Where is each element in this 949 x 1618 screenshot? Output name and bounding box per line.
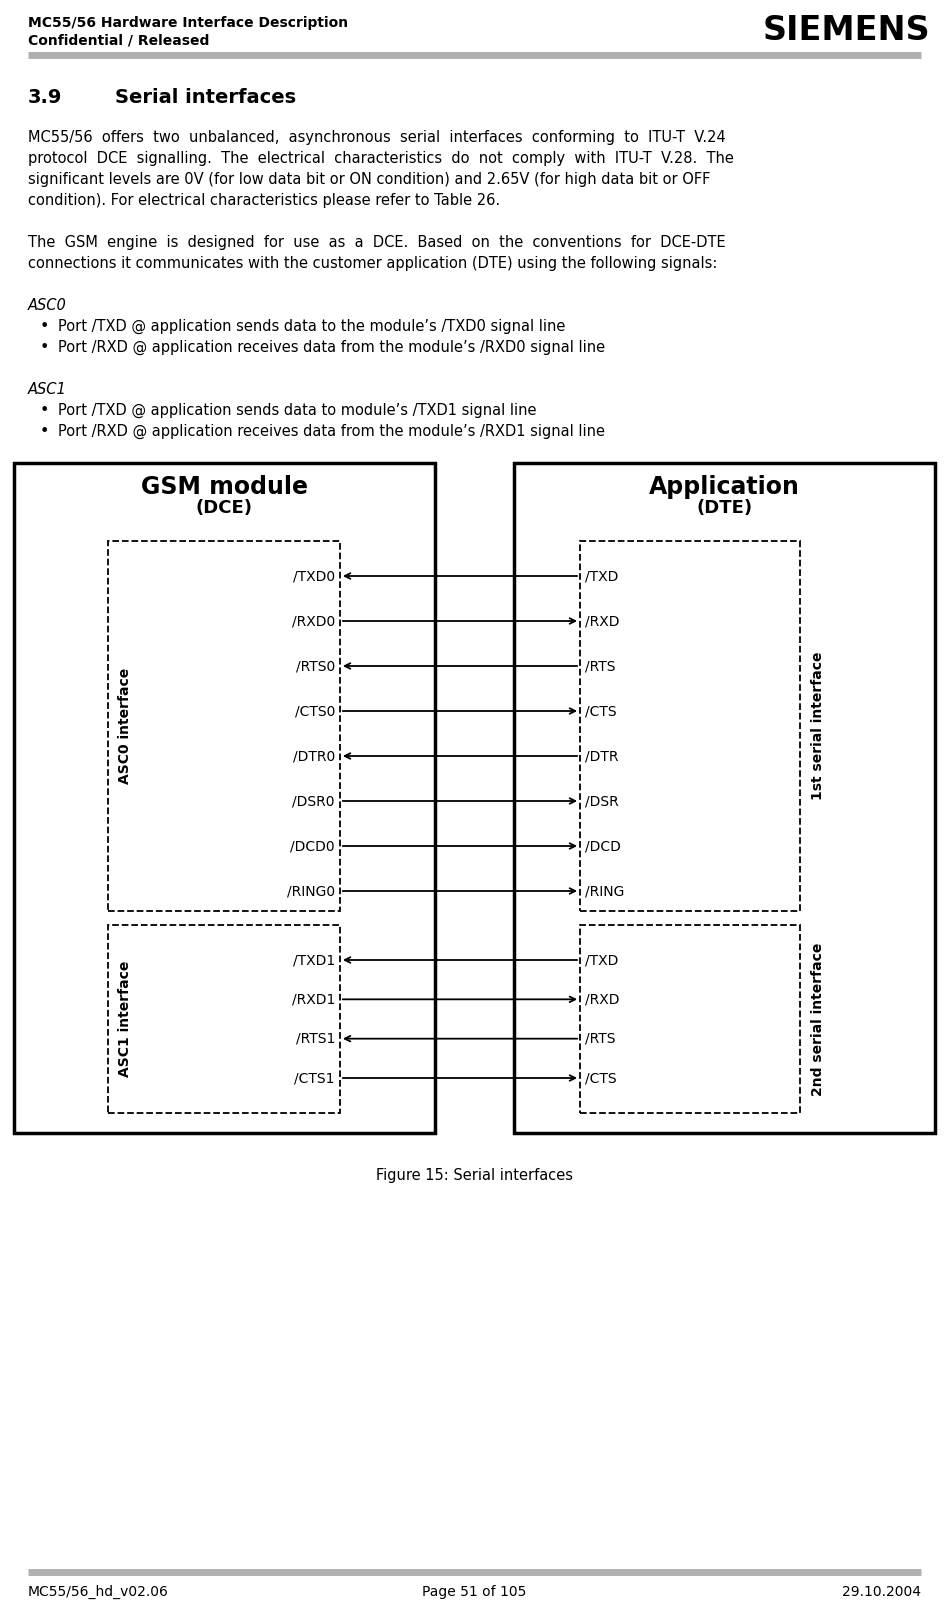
Text: /RXD0: /RXD0 (291, 613, 335, 628)
Text: Application: Application (649, 476, 800, 498)
Text: Port /TXD @ application sends data to the module’s /TXD0 signal line: Port /TXD @ application sends data to th… (58, 319, 566, 335)
Text: (DCE): (DCE) (196, 498, 253, 518)
Text: /RXD1: /RXD1 (291, 992, 335, 1006)
Bar (108, 925, 340, 1113)
Text: /DTR0: /DTR0 (292, 749, 335, 764)
Text: ASC0 interface: ASC0 interface (118, 668, 132, 785)
Text: Page 51 of 105: Page 51 of 105 (421, 1586, 526, 1599)
Text: Confidential / Released: Confidential / Released (28, 32, 210, 47)
Text: /RTS: /RTS (585, 1032, 616, 1045)
Text: /DCD0: /DCD0 (290, 840, 335, 853)
Text: /CTS1: /CTS1 (294, 1071, 335, 1086)
Text: /RTS1: /RTS1 (296, 1032, 335, 1045)
Bar (514, 463, 935, 1133)
Text: MC55/56 Hardware Interface Description: MC55/56 Hardware Interface Description (28, 16, 348, 31)
Text: /RTS0: /RTS0 (296, 659, 335, 673)
Text: /TXD: /TXD (585, 953, 619, 968)
Text: /TXD: /TXD (585, 570, 619, 582)
Text: /RTS: /RTS (585, 659, 616, 673)
Text: Serial interfaces: Serial interfaces (115, 87, 296, 107)
Text: /TXD0: /TXD0 (293, 570, 335, 582)
Text: GSM module: GSM module (141, 476, 308, 498)
Text: /DTR: /DTR (585, 749, 619, 764)
Text: ASC0: ASC0 (28, 298, 66, 312)
Text: ASC1: ASC1 (28, 382, 66, 396)
Text: /DSR0: /DSR0 (292, 794, 335, 807)
Text: ASC1 interface: ASC1 interface (118, 961, 132, 1078)
Text: MC55/56  offers  two  unbalanced,  asynchronous  serial  interfaces  conforming : MC55/56 offers two unbalanced, asynchron… (28, 129, 726, 146)
Text: (DTE): (DTE) (697, 498, 753, 518)
Bar (108, 540, 340, 911)
Text: /DSR: /DSR (585, 794, 619, 807)
Text: •: • (40, 319, 49, 333)
Text: /RING: /RING (585, 883, 624, 898)
Text: /RXD: /RXD (585, 613, 620, 628)
Text: Port /TXD @ application sends data to module’s /TXD1 signal line: Port /TXD @ application sends data to mo… (58, 403, 536, 417)
Text: /RXD: /RXD (585, 992, 620, 1006)
Text: Figure 15: Serial interfaces: Figure 15: Serial interfaces (376, 1168, 573, 1183)
Text: 29.10.2004: 29.10.2004 (842, 1586, 921, 1599)
Text: The  GSM  engine  is  designed  for  use  as  a  DCE.  Based  on  the  conventio: The GSM engine is designed for use as a … (28, 235, 726, 251)
Text: MC55/56_hd_v02.06: MC55/56_hd_v02.06 (28, 1586, 169, 1599)
Text: Port /RXD @ application receives data from the module’s /RXD1 signal line: Port /RXD @ application receives data fr… (58, 424, 605, 438)
Text: /DCD: /DCD (585, 840, 621, 853)
Text: significant levels are 0V (for low data bit or ON condition) and 2.65V (for high: significant levels are 0V (for low data … (28, 172, 711, 188)
Text: condition). For electrical characteristics please refer to Table 26.: condition). For electrical characteristi… (28, 193, 500, 209)
Text: protocol  DCE  signalling.  The  electrical  characteristics  do  not  comply  w: protocol DCE signalling. The electrical … (28, 150, 734, 167)
Text: •: • (40, 403, 49, 417)
Text: /RING0: /RING0 (287, 883, 335, 898)
Text: •: • (40, 424, 49, 438)
Text: /TXD1: /TXD1 (292, 953, 335, 968)
Text: 1st serial interface: 1st serial interface (811, 652, 825, 801)
Text: /CTS: /CTS (585, 704, 617, 718)
Bar (580, 540, 800, 911)
Bar (580, 925, 800, 1113)
Text: SIEMENS: SIEMENS (762, 15, 930, 47)
Text: 2nd serial interface: 2nd serial interface (811, 942, 825, 1095)
Text: connections it communicates with the customer application (DTE) using the follow: connections it communicates with the cus… (28, 256, 717, 270)
Text: •: • (40, 340, 49, 354)
Text: /CTS0: /CTS0 (294, 704, 335, 718)
Text: 3.9: 3.9 (28, 87, 63, 107)
Text: Port /RXD @ application receives data from the module’s /RXD0 signal line: Port /RXD @ application receives data fr… (58, 340, 605, 356)
Text: /CTS: /CTS (585, 1071, 617, 1086)
Bar (14, 463, 435, 1133)
